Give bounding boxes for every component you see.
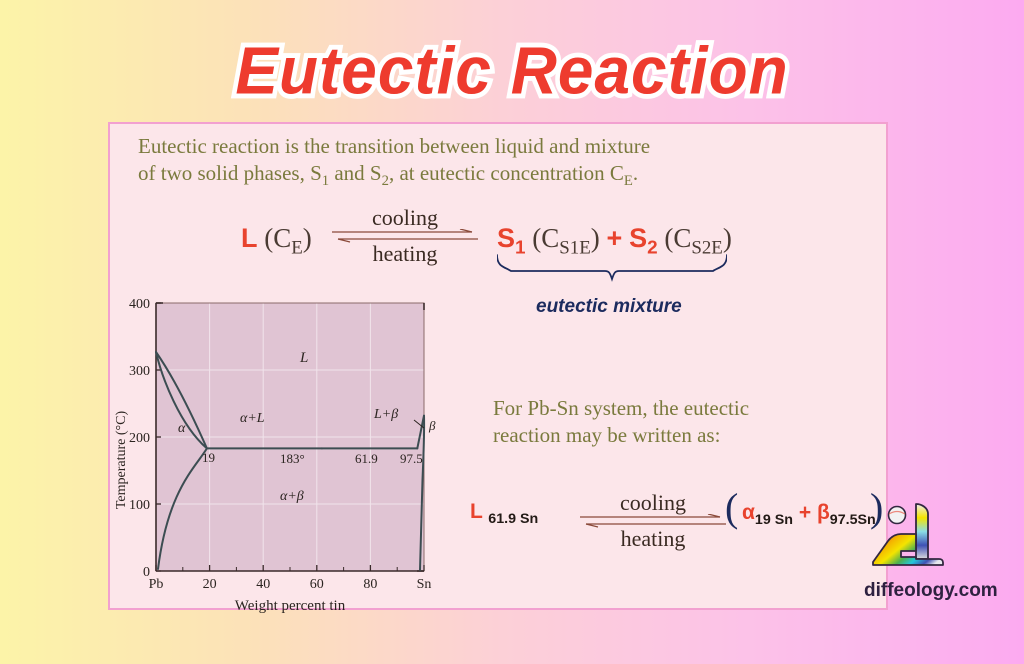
- svg-text:20: 20: [203, 577, 217, 592]
- svg-text:60: 60: [310, 577, 324, 592]
- svg-text:α+L: α+L: [240, 411, 265, 426]
- svg-text:L: L: [299, 350, 308, 366]
- svg-text:183°: 183°: [280, 451, 305, 466]
- svg-text:β: β: [428, 418, 436, 433]
- svg-text:19: 19: [202, 450, 215, 465]
- svg-text:Sn: Sn: [417, 577, 432, 592]
- svg-text:40: 40: [256, 577, 270, 592]
- svg-text:Weight percent tin: Weight percent tin: [235, 598, 346, 614]
- svg-text:300: 300: [129, 364, 150, 379]
- svg-text:α: α: [178, 421, 186, 436]
- svg-text:61.9: 61.9: [355, 451, 378, 466]
- svg-text:Pb: Pb: [149, 577, 164, 592]
- svg-text:97.5: 97.5: [400, 451, 423, 466]
- svg-text:80: 80: [363, 577, 377, 592]
- svg-text:400: 400: [129, 297, 150, 312]
- svg-text:Temperature (°C): Temperature (°C): [114, 411, 129, 510]
- svg-text:α+β: α+β: [280, 489, 304, 504]
- svg-text:L+β: L+β: [373, 407, 398, 422]
- svg-text:200: 200: [129, 431, 150, 446]
- svg-text:100: 100: [129, 498, 150, 513]
